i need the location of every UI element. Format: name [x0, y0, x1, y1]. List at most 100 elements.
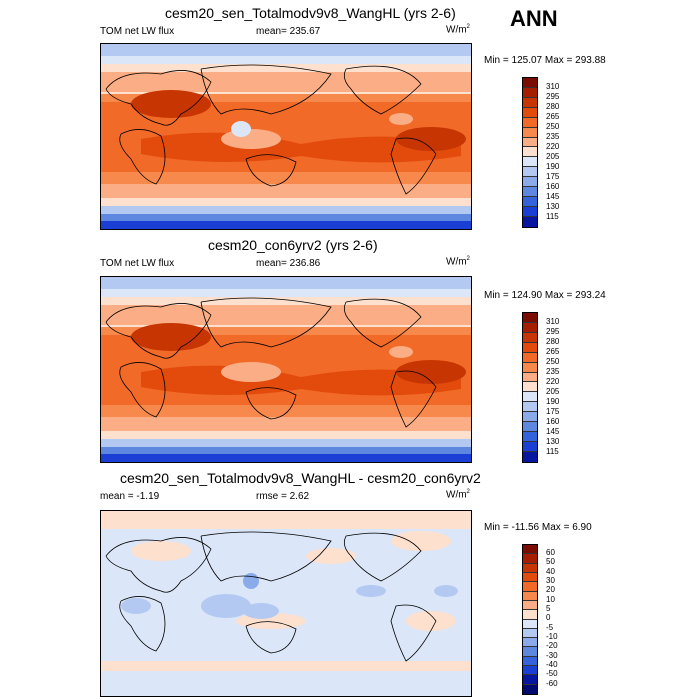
colorbar-cell	[523, 628, 537, 639]
colorbar-cell	[523, 675, 537, 685]
panel3-minmax: Min = -11.56 Max = 6.90	[484, 522, 592, 533]
panel1-tick: 220	[546, 142, 560, 151]
colorbar-cell	[523, 313, 537, 323]
panel1-tick: 130	[546, 202, 560, 211]
colorbar-cell	[523, 117, 537, 128]
colorbar-cell	[523, 177, 537, 188]
panel2-tick: 295	[546, 327, 560, 336]
panel1-tick: 160	[546, 182, 560, 191]
panel2-units: W/m2	[446, 256, 470, 268]
colorbar-cell	[523, 451, 537, 462]
panel3-tick: -30	[546, 651, 558, 660]
colorbar-cell	[523, 87, 537, 98]
colorbar-cell	[523, 137, 537, 148]
colorbar-cell	[523, 412, 537, 423]
panel3-title: cesm20_sen_Totalmodv9v8_WangHL - cesm20_…	[120, 470, 481, 486]
colorbar-cell	[523, 422, 537, 433]
panel3-tick: 60	[546, 548, 555, 557]
panel3-tick: 10	[546, 595, 555, 604]
panel2-tick: 205	[546, 387, 560, 396]
panel1-tick: 190	[546, 162, 560, 171]
colorbar-cell	[523, 647, 537, 657]
panel3-tick: -20	[546, 641, 558, 650]
season-label: ANN	[510, 6, 558, 31]
colorbar-cell	[523, 78, 537, 88]
panel1-minmax: Min = 125.07 Max = 293.88	[484, 55, 606, 66]
colorbar-cell	[523, 342, 537, 353]
panel1-mean: mean= 235.67	[256, 26, 321, 37]
colorbar-cell	[523, 167, 537, 178]
colorbar-cell	[523, 545, 537, 555]
panel1-tick: 205	[546, 152, 560, 161]
panel1-tick: 250	[546, 122, 560, 131]
panel1-title: cesm20_sen_Totalmodv9v8_WangHL (yrs 2-6)	[165, 5, 456, 21]
panel3-units: W/m2	[446, 489, 470, 501]
colorbar-cell	[523, 554, 537, 564]
panel3-mean: mean = -1.19	[100, 491, 160, 502]
colorbar-cell	[523, 97, 537, 108]
colorbar-cell	[523, 656, 537, 667]
colorbar-cell	[523, 206, 537, 217]
panel2-tick: 265	[546, 347, 560, 356]
panel2-tick: 280	[546, 337, 560, 346]
panel3-tick: 0	[546, 613, 551, 622]
panel1-colorbar	[522, 77, 538, 228]
panel3-tick: -40	[546, 660, 558, 669]
panel1-tick: 310	[546, 82, 560, 91]
panel2-tick: 235	[546, 367, 560, 376]
colorbar-cell	[523, 372, 537, 383]
colorbar-cell	[523, 187, 537, 198]
colorbar-cell	[523, 441, 537, 452]
panel3-tick: 20	[546, 585, 555, 594]
panel3-tick: 5	[546, 604, 551, 613]
panel3-tick: 50	[546, 557, 555, 566]
colorbar-cell	[523, 107, 537, 118]
panel1-tick: 280	[546, 102, 560, 111]
panel1-map	[100, 43, 472, 230]
colorbar-cell	[523, 666, 537, 676]
panel3-tick: 30	[546, 576, 555, 585]
panel1-tick: 235	[546, 132, 560, 141]
panel1-tick: 295	[546, 92, 560, 101]
panel3-tick: -60	[546, 679, 558, 688]
panel3-tick: 40	[546, 567, 555, 576]
panel2-field-label: TOM net LW flux	[100, 258, 175, 269]
colorbar-cell	[523, 382, 537, 393]
colorbar-cell	[523, 591, 537, 601]
colorbar-cell	[523, 322, 537, 333]
colorbar-cell	[523, 638, 537, 648]
colorbar-cell	[523, 197, 537, 207]
panel2-mean: mean= 236.86	[256, 258, 321, 269]
panel2-colorbar	[522, 312, 538, 463]
panel3-rmse: rmse = 2.62	[256, 491, 310, 502]
colorbar-cell	[523, 352, 537, 363]
panel1-units: W/m2	[446, 24, 470, 36]
colorbar-cell	[523, 392, 537, 403]
colorbar-cell	[523, 572, 537, 583]
colorbar-cell	[523, 147, 537, 158]
colorbar-cell	[523, 582, 537, 592]
panel1-tick: 115	[546, 212, 559, 221]
colorbar-cell	[523, 362, 537, 373]
panel2-title: cesm20_con6yrv2 (yrs 2-6)	[208, 237, 378, 253]
panel1-tick: 175	[546, 172, 560, 181]
colorbar-cell	[523, 600, 537, 611]
panel2-tick: 310	[546, 317, 560, 326]
panel2-map	[100, 276, 472, 463]
colorbar-cell	[523, 610, 537, 620]
panel2-tick: 220	[546, 377, 560, 386]
panel3-tick: -10	[546, 632, 558, 641]
colorbar-cell	[523, 332, 537, 343]
panel1-field-label: TOM net LW flux	[100, 26, 175, 37]
panel3-map	[100, 510, 472, 697]
panel2-tick: 250	[546, 357, 560, 366]
panel2-tick: 130	[546, 437, 560, 446]
panel2-tick: 115	[546, 447, 559, 456]
panel3-colorbar	[522, 544, 538, 695]
colorbar-cell	[523, 127, 537, 138]
colorbar-cell	[523, 216, 537, 227]
colorbar-cell	[523, 684, 537, 694]
colorbar-cell	[523, 563, 537, 573]
panel2-tick: 175	[546, 407, 560, 416]
colorbar-cell	[523, 432, 537, 442]
